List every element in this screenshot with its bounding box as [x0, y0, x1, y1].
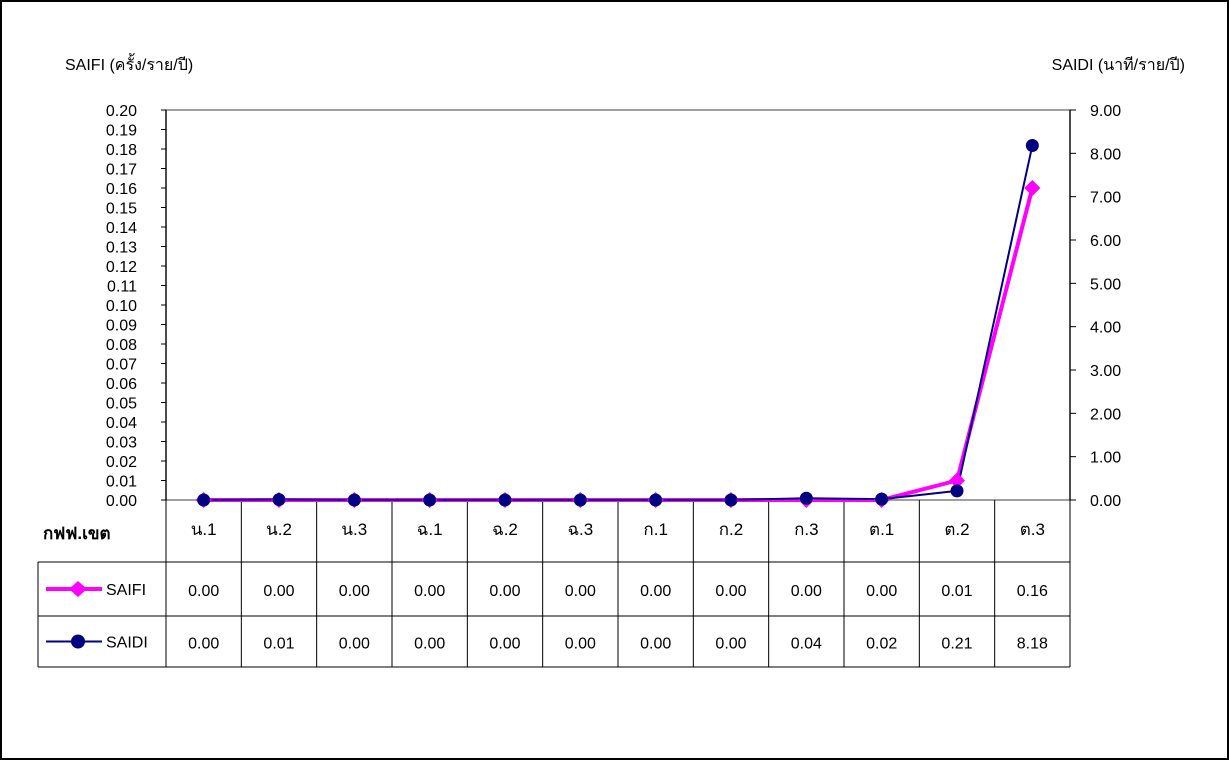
left-axis-tick-label: 0.19: [106, 123, 137, 140]
data-value-saidi: 0.00: [715, 636, 746, 653]
data-value-saifi: 0.00: [866, 583, 897, 600]
series-line-saidi: [203, 145, 1034, 501]
data-point-saidi: [197, 493, 211, 507]
data-point-saidi: [799, 491, 813, 505]
data-point-saidi: [573, 493, 587, 507]
category-label: น.2: [266, 520, 292, 539]
right-axis-tick-label: 5.00: [1090, 276, 1121, 293]
left-axis-tick-label: 0.13: [106, 240, 137, 257]
data-table: กฟฟ.เขต น.1 น.2 น.3 ฉ.1 ฉ.2 ฉ.3 ก.1 ก.2 ก.3 ต.1 ต.2…: [37, 500, 1071, 668]
left-axis-tick-label: 0.07: [106, 357, 137, 374]
category-label: ต.2: [944, 520, 969, 539]
data-value-saidi: 0.00: [414, 636, 445, 653]
category-label: ก.3: [794, 520, 818, 539]
data-value-saidi: 0.00: [339, 636, 370, 653]
category-label: ต.1: [869, 520, 894, 539]
data-value-saidi: 0.04: [791, 636, 822, 653]
data-value-saifi: 0.00: [339, 583, 370, 600]
data-point-saidi: [649, 493, 663, 507]
left-axis-tick-label: 0.01: [106, 474, 137, 491]
data-value-saidi: 0.00: [565, 636, 596, 653]
data-value-saifi: 0.16: [1017, 583, 1048, 600]
right-axis-tick-label: 6.00: [1090, 233, 1121, 250]
left-axis-tick-label: 0.12: [106, 259, 137, 276]
left-axis-tick-label: 0.00: [106, 493, 137, 510]
category-label: ฉ.1: [417, 520, 443, 539]
right-axis-title: SAIDI (นาที/ราย/ปี): [1052, 56, 1185, 74]
plot-series-layer: [195, 139, 1041, 508]
data-point-saifi: [1024, 180, 1041, 196]
legend-label-saifi: SAIFI: [106, 582, 146, 599]
left-axis-tick-label: 0.08: [106, 337, 137, 354]
category-label: ฉ.3: [567, 520, 593, 539]
right-axis-tick-label: 3.00: [1090, 363, 1121, 380]
data-point-saidi: [950, 484, 964, 498]
category-label: ฉ.2: [492, 520, 518, 539]
category-header: กฟฟ.เขต: [43, 524, 111, 543]
data-point-saidi: [1025, 139, 1039, 153]
right-axis-tick-label: 2.00: [1090, 406, 1121, 423]
left-axis-tick-label: 0.05: [106, 396, 137, 413]
left-axis-tick-label: 0.11: [107, 279, 137, 296]
plot-area: [165, 109, 1071, 501]
left-axis-tick-label: 0.16: [106, 181, 137, 198]
category-label: ก.1: [643, 520, 667, 539]
series-line-saifi: [203, 187, 1035, 502]
right-axis-tick-label: 7.00: [1090, 190, 1121, 207]
data-point-saidi: [272, 493, 286, 507]
data-value-saidi: 0.02: [866, 636, 897, 653]
data-value-saifi: 0.00: [489, 583, 520, 600]
data-point-saidi: [347, 493, 361, 507]
data-value-saifi: 0.00: [414, 583, 445, 600]
left-axis-tick-label: 0.09: [106, 318, 137, 335]
category-label: น.1: [191, 520, 217, 539]
category-label: น.3: [341, 520, 367, 539]
data-value-saidi: 0.01: [263, 636, 294, 653]
left-axis-tick-label: 0.06: [106, 376, 137, 393]
right-axis-tick-label: 4.00: [1090, 320, 1121, 337]
data-value-saifi: 0.00: [565, 583, 596, 600]
data-value-saifi: 0.01: [941, 583, 972, 600]
left-axis-tick-label: 0.10: [106, 298, 137, 315]
right-axis-tick-label: 0.00: [1090, 493, 1121, 510]
left-axis-tick-label: 0.20: [106, 103, 137, 120]
right-axis-tick-label: 1.00: [1090, 450, 1121, 467]
data-point-saidi: [724, 493, 738, 507]
data-point-saidi: [498, 493, 512, 507]
axes-layer: 0.00 0.01 0.02 0.03 0.04 0.05 0.06 0.07 0.08 0.09…: [106, 103, 1121, 510]
data-point-saidi: [423, 493, 437, 507]
legend-marker-saifi: [69, 581, 87, 597]
left-axis-tick-label: 0.04: [106, 415, 137, 432]
right-axis-tick-label: 8.00: [1090, 146, 1121, 163]
left-axis-tick-label: 0.02: [106, 454, 137, 471]
right-axis-tick-label: 9.00: [1090, 103, 1121, 120]
data-value-saifi: 0.00: [715, 583, 746, 600]
left-axis-tick-label: 0.15: [106, 201, 137, 218]
data-point-saifi: [949, 472, 965, 489]
legend-label-saidi: SAIDI: [106, 635, 148, 652]
data-value-saidi: 0.21: [941, 636, 972, 653]
left-axis-tick-label: 0.03: [106, 435, 137, 452]
data-value-saidi: 0.00: [489, 636, 520, 653]
data-value-saifi: 0.00: [263, 583, 294, 600]
data-value-saifi: 0.00: [791, 583, 822, 600]
left-axis-tick-label: 0.18: [106, 142, 137, 159]
left-axis-title: SAIFI (ครั้ง/ราย/ปี): [65, 53, 193, 74]
legend-marker-saidi: [71, 634, 85, 649]
left-axis-tick-label: 0.17: [106, 162, 137, 179]
data-value-saidi: 8.18: [1017, 636, 1048, 653]
data-value-saidi: 0.00: [188, 636, 219, 653]
category-label: ก.2: [719, 520, 743, 539]
data-value-saifi: 0.00: [640, 583, 671, 600]
data-value-saifi: 0.00: [188, 583, 219, 600]
category-label: ต.3: [1020, 520, 1045, 539]
data-value-saidi: 0.00: [640, 636, 671, 653]
data-point-saidi: [875, 492, 889, 506]
left-axis-tick-label: 0.14: [106, 220, 137, 237]
